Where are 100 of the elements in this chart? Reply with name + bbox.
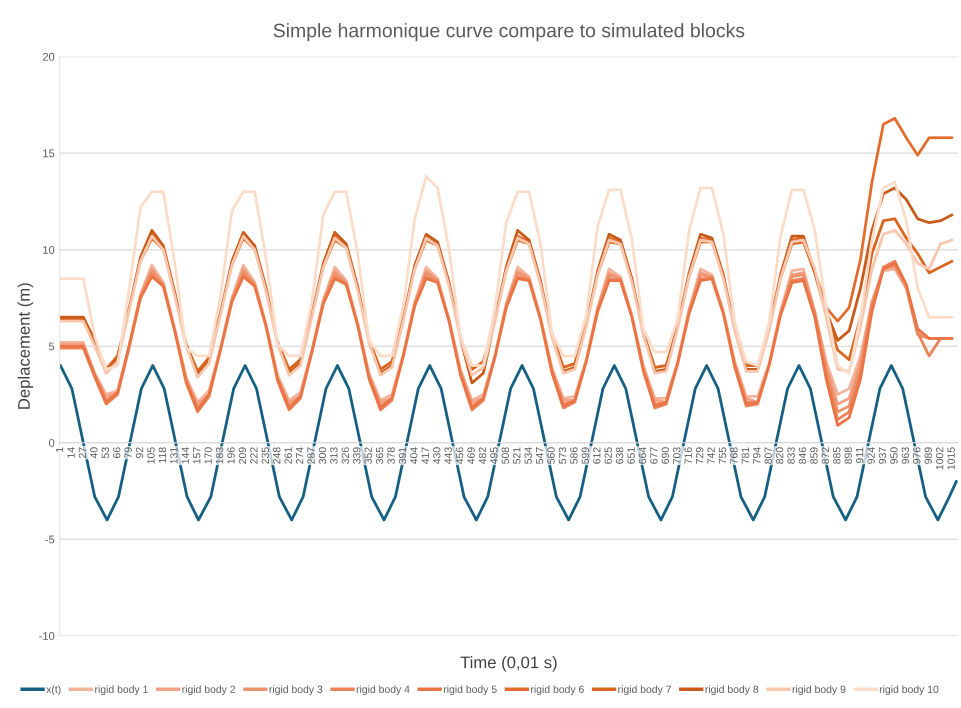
- x-tick-label: 794: [753, 447, 760, 464]
- x-tick-label: 1002: [936, 447, 944, 470]
- x-tick-label: 547: [536, 447, 544, 464]
- x-tick-label: 66: [113, 447, 120, 458]
- y-tick-label: 5: [48, 342, 54, 350]
- x-tick-label: 573: [558, 447, 566, 464]
- x-tick-label: 898: [844, 447, 852, 464]
- x-tick-label: 287: [307, 447, 315, 464]
- x-tick-label: 742: [707, 447, 715, 464]
- x-tick-label: 92: [136, 447, 144, 458]
- x-tick-label: 534: [524, 447, 532, 464]
- x-tick-label: 170: [204, 447, 212, 464]
- y-tick-label: 20: [42, 52, 54, 61]
- x-tick-label: 469: [467, 447, 475, 464]
- legend-label: rigid body 7: [618, 685, 671, 696]
- x-tick-label: 495: [490, 447, 498, 464]
- x-tick-label: 53: [102, 447, 109, 458]
- chart-title: Simple harmonique curve compare to simulated blocks: [274, 23, 744, 42]
- x-tick-label: 222: [250, 447, 258, 464]
- x-tick-label: 300: [318, 447, 326, 464]
- x-tick-label: 963: [902, 447, 910, 464]
- legend-label: rigid body 5: [444, 685, 497, 696]
- legend-label: rigid body 6: [531, 685, 584, 696]
- legend-label: rigid body 9: [792, 685, 846, 696]
- x-tick-label: 924: [867, 447, 875, 464]
- x-tick-label: 14: [67, 447, 75, 458]
- x-tick-label: 443: [444, 447, 452, 464]
- x-tick-label: 820: [776, 447, 784, 464]
- x-tick-label: 703: [673, 447, 680, 464]
- legend-label: rigid body 10: [880, 685, 938, 696]
- x-tick-label: 248: [273, 447, 280, 464]
- y-tick-label: 0: [48, 439, 54, 447]
- x-tick-label: 781: [742, 447, 750, 464]
- x-tick-label: 378: [387, 447, 395, 464]
- x-tick-label: 638: [616, 447, 624, 464]
- x-tick-label: 651: [627, 447, 635, 464]
- x-tick-label: 183: [216, 447, 224, 464]
- x-tick-label: 144: [182, 447, 189, 464]
- x-tick-label: 521: [513, 447, 520, 464]
- x-tick-label: 274: [296, 447, 304, 464]
- x-tick-label: 417: [422, 447, 429, 464]
- x-tick-label: 339: [353, 447, 360, 464]
- x-tick-label: 404: [410, 447, 418, 464]
- x-tick-label: 885: [833, 447, 840, 464]
- x-tick-label: 729: [696, 447, 704, 464]
- x-tick-label: 716: [684, 447, 692, 464]
- x-tick-label: 937: [878, 447, 886, 464]
- legend-label: rigid body 3: [270, 685, 322, 696]
- x-tick-label: 989: [924, 447, 932, 464]
- legend-label: rigid body 8: [705, 685, 758, 696]
- legend-label: rigid body 2: [182, 685, 236, 696]
- x-tick-label: 79: [124, 447, 132, 458]
- x-tick-label: 586: [570, 447, 578, 464]
- x-tick-label: 859: [810, 447, 818, 464]
- x-tick-label: 352: [364, 447, 372, 464]
- x-tick-label: 599: [582, 447, 590, 464]
- x-tick-label: 807: [764, 447, 772, 464]
- x-tick-label: 365: [376, 447, 384, 464]
- x-tick-label: 560: [547, 447, 555, 464]
- y-tick-label: -5: [45, 536, 54, 544]
- x-tick-label: 27: [78, 447, 86, 458]
- x-tick-label: 508: [502, 447, 510, 464]
- x-tick-label: 391: [398, 447, 406, 464]
- x-tick-label: 833: [787, 447, 795, 464]
- y-tick-label: 10: [43, 246, 54, 254]
- x-tick-label: 118: [158, 447, 166, 463]
- x-tick-label: 846: [798, 447, 806, 464]
- y-tick-label: 15: [43, 150, 54, 158]
- x-tick-label: 677: [650, 447, 658, 464]
- x-tick-label: 612: [593, 447, 600, 464]
- x-tick-label: 456: [456, 447, 464, 464]
- x-tick-label: 664: [638, 447, 646, 464]
- x-tick-label: 235: [262, 447, 269, 464]
- x-tick-label: 326: [342, 447, 349, 464]
- x-tick-label: 40: [90, 447, 98, 458]
- x-tick-label: 755: [718, 447, 726, 464]
- x-tick-label: 872: [822, 447, 830, 464]
- x-tick-label: 690: [662, 447, 670, 464]
- x-tick-label: 209: [238, 447, 246, 464]
- legend-label: rigid body 1: [95, 685, 148, 696]
- x-tick-label: 1015: [947, 447, 955, 470]
- legend-label: rigid body 4: [356, 685, 410, 696]
- x-tick-label: 313: [330, 447, 338, 464]
- x-tick-label: 196: [227, 447, 235, 464]
- x-tick-label: 261: [284, 447, 292, 464]
- x-tick-label: 157: [193, 447, 200, 464]
- x-tick-label: 911: [856, 447, 864, 464]
- x-tick-label: 976: [913, 447, 920, 464]
- x-axis-title: Time (0,01 s): [460, 656, 557, 672]
- x-tick-label: 131: [170, 447, 178, 464]
- x-tick-label: 1: [56, 447, 64, 452]
- y-tick-label: -10: [39, 632, 54, 640]
- x-tick-label: 430: [433, 447, 440, 464]
- x-tick-label: 950: [890, 447, 898, 464]
- x-tick-label: 625: [604, 447, 612, 464]
- legend-label: x(t): [46, 685, 61, 696]
- x-tick-label: 482: [478, 447, 486, 464]
- x-tick-label: 105: [147, 447, 155, 464]
- y-axis-title: Deplacement (m): [18, 283, 34, 409]
- x-tick-label: 768: [730, 447, 738, 464]
